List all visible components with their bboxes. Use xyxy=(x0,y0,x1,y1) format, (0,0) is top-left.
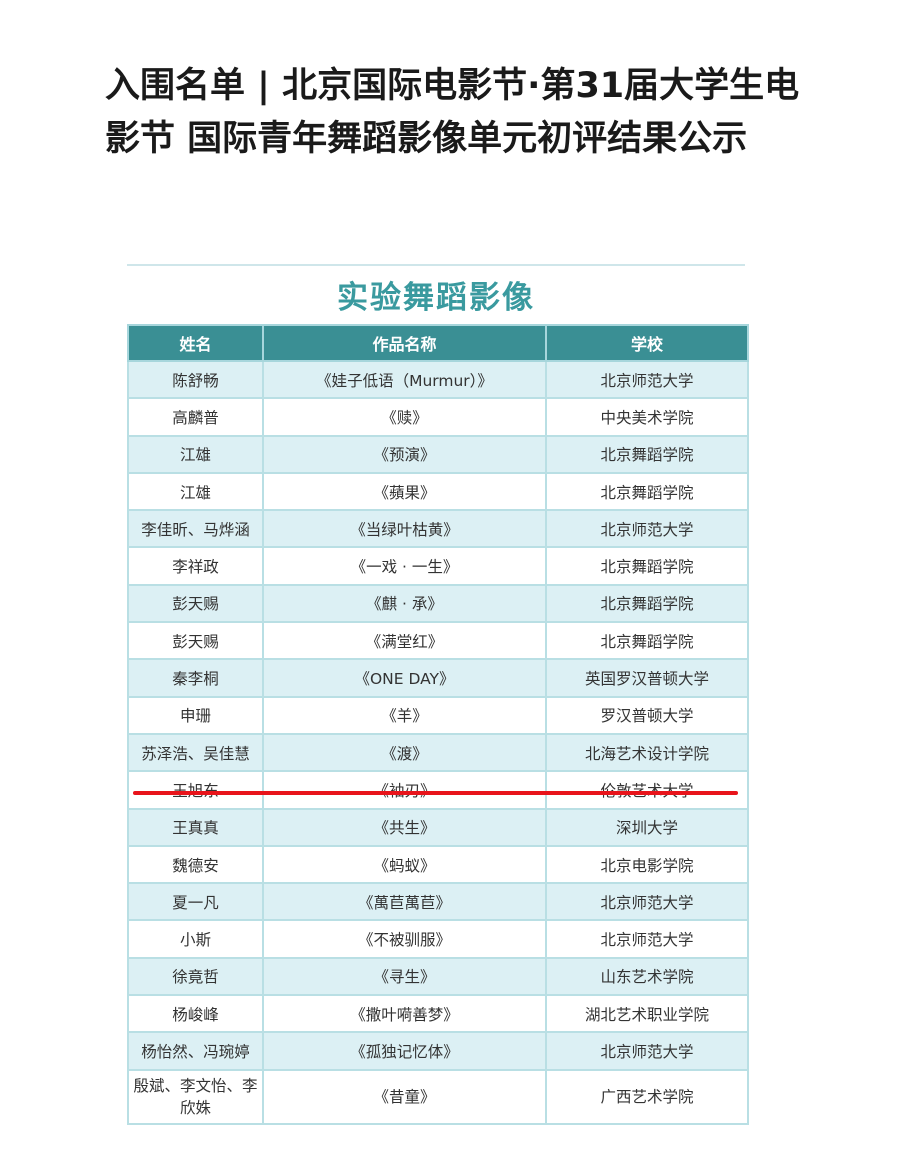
school-cell: 罗汉普顿大学 xyxy=(545,695,749,735)
header-name: 姓名 xyxy=(127,324,264,362)
table-row: 小斯 《不被驯服》 北京师范大学 xyxy=(127,919,749,959)
name-cell: 杨峻峰 xyxy=(127,994,264,1034)
name-cell: 江雄 xyxy=(127,471,264,512)
table-row: 李祥政 《一戏 · 一生》 北京舞蹈学院 xyxy=(127,546,749,586)
name-cell: 王旭东 xyxy=(127,770,264,810)
name-cell: 李祥政 xyxy=(127,546,264,586)
work-cell: 《共生》 xyxy=(262,807,547,847)
table-row: 王旭东《袖刃》伦敦艺术大学 xyxy=(127,770,749,810)
work-cell: 《萬苣萬苣》 xyxy=(262,882,547,922)
school-cell: 广西艺术学院 xyxy=(545,1068,749,1125)
name-cell: 秦李桐 xyxy=(127,658,264,698)
table-row: 陈舒畅 《娃子低语（Murmur）》 北京师范大学 xyxy=(127,359,749,400)
school-cell: 中央美术学院 xyxy=(545,397,749,437)
table-row: 夏一凡 《萬苣萬苣》 北京师范大学 xyxy=(127,882,749,922)
work-cell: 《一戏 · 一生》 xyxy=(262,546,547,586)
name-cell: 高麟普 xyxy=(127,397,264,437)
work-cell: 《满堂红》 xyxy=(262,621,547,661)
divider xyxy=(127,264,745,266)
name-cell: 小斯 xyxy=(127,919,264,959)
work-cell: 《袖刃》 xyxy=(262,770,547,810)
header-school: 学校 xyxy=(545,324,749,362)
school-cell: 北京舞蹈学院 xyxy=(545,434,749,474)
name-cell: 彭天赐 xyxy=(127,621,264,661)
school-cell: 伦敦艺术大学 xyxy=(545,770,749,810)
school-cell: 北京舞蹈学院 xyxy=(545,583,749,624)
table-row: 王真真 《共生》 深圳大学 xyxy=(127,807,749,847)
school-cell: 湖北艺术职业学院 xyxy=(545,994,749,1034)
table-row: 申珊 《羊》 罗汉普顿大学 xyxy=(127,695,749,735)
work-cell: 《羊》 xyxy=(262,695,547,735)
school-cell: 北海艺术设计学院 xyxy=(545,732,749,773)
work-cell: 《昔童》 xyxy=(262,1068,547,1125)
work-cell: 《娃子低语（Murmur）》 xyxy=(262,359,547,400)
page-title: 入围名单 | 北京国际电影节·第31届大学生电影节 国际青年舞蹈影像单元初评结果… xyxy=(105,66,800,159)
work-cell: 《ONE DAY》 xyxy=(262,658,547,698)
header-work: 作品名称 xyxy=(262,324,547,362)
work-cell: 《蚂蚁》 xyxy=(262,844,547,885)
work-cell: 《不被驯服》 xyxy=(262,919,547,959)
table-row: 徐竟哲 《寻生》 山东艺术学院 xyxy=(127,956,749,997)
results-table: 姓名 作品名称 学校 陈舒畅 《娃子低语（Murmur）》 北京师范大学 高麟普 《赎》… xyxy=(127,324,749,1125)
work-cell: 《预演》 xyxy=(262,434,547,474)
name-cell: 申珊 xyxy=(127,695,264,735)
name-cell: 魏德安 xyxy=(127,844,264,885)
name-cell: 陈舒畅 xyxy=(127,359,264,400)
table-row: 高麟普 《赎》 中央美术学院 xyxy=(127,397,749,437)
school-cell: 北京师范大学 xyxy=(545,509,749,549)
school-cell: 深圳大学 xyxy=(545,807,749,847)
name-cell: 夏一凡 xyxy=(127,882,264,922)
work-cell: 《撒叶嗬善梦》 xyxy=(262,994,547,1034)
school-cell: 北京电影学院 xyxy=(545,844,749,885)
work-cell: 《当绿叶枯黄》 xyxy=(262,509,547,549)
table-row: 江雄 《蘋果》 北京舞蹈学院 xyxy=(127,471,749,512)
table-row: 彭天赐 《麒 · 承》 北京舞蹈学院 xyxy=(127,583,749,624)
highlight-underline xyxy=(133,791,738,795)
work-cell: 《寻生》 xyxy=(262,956,547,997)
work-cell: 《孤独记忆体》 xyxy=(262,1031,547,1071)
table-row: 杨峻峰 《撒叶嗬善梦》 湖北艺术职业学院 xyxy=(127,994,749,1034)
name-cell: 殷斌、李文怡、李欣姝 xyxy=(127,1068,264,1125)
name-cell: 杨怡然、冯琬婷 xyxy=(127,1031,264,1071)
name-cell: 彭天赐 xyxy=(127,583,264,624)
work-cell: 《蘋果》 xyxy=(262,471,547,512)
school-cell: 英国罗汉普顿大学 xyxy=(545,658,749,698)
name-cell: 王真真 xyxy=(127,807,264,847)
table-row: 魏德安 《蚂蚁》 北京电影学院 xyxy=(127,844,749,885)
school-cell: 北京师范大学 xyxy=(545,919,749,959)
school-cell: 北京舞蹈学院 xyxy=(545,621,749,661)
school-cell: 山东艺术学院 xyxy=(545,956,749,997)
table-header: 姓名 作品名称 学校 xyxy=(127,324,749,362)
name-cell: 江雄 xyxy=(127,434,264,474)
school-cell: 北京师范大学 xyxy=(545,359,749,400)
work-cell: 《赎》 xyxy=(262,397,547,437)
table-row: 殷斌、李文怡、李欣姝 《昔童》 广西艺术学院 xyxy=(127,1068,749,1125)
table-row: 李佳昕、马烨涵 《当绿叶枯黄》 北京师范大学 xyxy=(127,509,749,549)
school-cell: 北京舞蹈学院 xyxy=(545,546,749,586)
table-row: 杨怡然、冯琬婷 《孤独记忆体》 北京师范大学 xyxy=(127,1031,749,1071)
name-cell: 李佳昕、马烨涵 xyxy=(127,509,264,549)
table-row: 秦李桐 《ONE DAY》 英国罗汉普顿大学 xyxy=(127,658,749,698)
table-row: 彭天赐 《满堂红》 北京舞蹈学院 xyxy=(127,621,749,661)
name-cell: 苏泽浩、吴佳慧 xyxy=(127,732,264,773)
table-row: 苏泽浩、吴佳慧 《渡》 北海艺术设计学院 xyxy=(127,732,749,773)
name-cell: 徐竟哲 xyxy=(127,956,264,997)
work-cell: 《麒 · 承》 xyxy=(262,583,547,624)
school-cell: 北京师范大学 xyxy=(545,882,749,922)
section-title: 实验舞蹈影像 xyxy=(337,280,535,316)
school-cell: 北京舞蹈学院 xyxy=(545,471,749,512)
work-cell: 《渡》 xyxy=(262,732,547,773)
table-row: 江雄 《预演》 北京舞蹈学院 xyxy=(127,434,749,474)
school-cell: 北京师范大学 xyxy=(545,1031,749,1071)
